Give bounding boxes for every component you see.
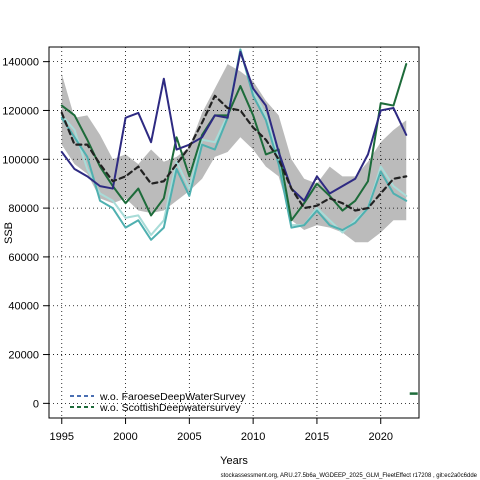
y-tick-label: 60000 xyxy=(8,252,39,264)
y-tick-label: 100000 xyxy=(2,154,39,166)
confidence-band xyxy=(61,64,407,243)
y-tick-label: 40000 xyxy=(8,301,39,313)
grid-lines xyxy=(49,47,419,418)
x-tick-label: 2015 xyxy=(305,431,329,443)
y-tick-label: 80000 xyxy=(8,203,39,215)
x-tick-label: 1995 xyxy=(50,431,74,443)
series-line-0 xyxy=(60,94,408,212)
x-tick-label: 2020 xyxy=(368,431,392,443)
axes: 1995 2000 2005 2010 2015 2020 0 20000 40000 60000… xyxy=(2,46,420,443)
x-tick-label: 2010 xyxy=(241,431,265,443)
x-axis-title: Years xyxy=(220,455,248,467)
footnote: stockassessment.org, ARU.27.5b6a_WGDEEP_… xyxy=(221,473,478,479)
legend-label-1: w.o. ScottishDeepwatersurvey xyxy=(99,402,241,414)
legend-label-0: w.o. FaroeseDeepWaterSurvey xyxy=(99,391,246,403)
series-line-1 xyxy=(60,50,408,202)
y-tick-label: 140000 xyxy=(2,57,39,69)
x-tick-label: 2005 xyxy=(177,431,201,443)
plot-frame xyxy=(48,46,420,419)
y-axis-title: SSB xyxy=(3,222,15,244)
x-tick-label: 2000 xyxy=(113,431,137,443)
y-tick-label: 20000 xyxy=(8,350,39,362)
confidence-band-area xyxy=(61,64,407,243)
y-tick-label: 120000 xyxy=(2,105,39,117)
y-tick-label: 0 xyxy=(33,398,39,410)
series-lines xyxy=(60,48,418,395)
